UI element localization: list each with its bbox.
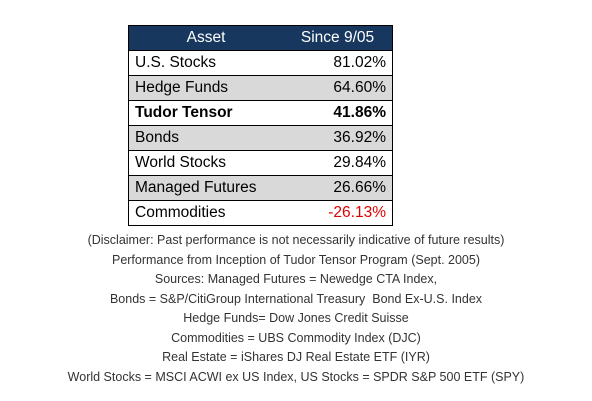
asset-cell: Tudor Tensor xyxy=(128,100,283,126)
table-body: U.S. Stocks 81.02% Hedge Funds 64.60% Tudor … xyxy=(128,50,393,226)
table-row: Managed Futures 26.66% xyxy=(128,175,393,201)
note-line: Performance from Inception of Tudor Tens… xyxy=(111,252,480,267)
header-cell: Asset xyxy=(128,25,283,51)
return-cell: -26.13% xyxy=(283,200,393,226)
table-row: World Stocks 29.84% xyxy=(128,150,393,176)
asset-cell: Managed Futures xyxy=(128,175,283,201)
return-cell: 36.92% xyxy=(283,125,393,151)
return-cell: 81.02% xyxy=(283,50,393,76)
asset-cell: World Stocks xyxy=(128,150,283,176)
table-row: Bonds 36.92% xyxy=(128,125,393,151)
note-line: Real Estate = iShares DJ Real Estate ETF… xyxy=(162,350,430,364)
table-row: Tudor Tensor 41.86% xyxy=(128,100,393,126)
return-cell: 41.86% xyxy=(283,100,393,126)
note-line: Sources: Managed Futures = Newedge CTA I… xyxy=(154,272,438,286)
note-line: (Disclaimer: Past performance is not nec… xyxy=(87,233,505,247)
header-cell: Since 9/05 xyxy=(283,25,393,51)
table-row: Commodities -26.13% xyxy=(128,200,393,226)
table-row: Hedge Funds 64.60% xyxy=(128,75,393,101)
notes: (Disclaimer: Past performance is not nec… xyxy=(0,231,592,387)
note-line: Hedge Funds= Dow Jones Credit Suisse xyxy=(183,311,409,325)
asset-cell: U.S. Stocks xyxy=(128,50,283,76)
asset-cell: Hedge Funds xyxy=(128,75,283,101)
header-row: Asset Since 9/05 xyxy=(128,25,393,51)
asset-cell: Bonds xyxy=(128,125,283,151)
performance-table: Asset Since 9/05 U.S. Stocks 81.02% Hedge … xyxy=(128,25,393,226)
return-cell: 64.60% xyxy=(283,75,393,101)
return-cell: 26.66% xyxy=(283,175,393,201)
return-cell: 29.84% xyxy=(283,150,393,176)
table-row: U.S. Stocks 81.02% xyxy=(128,50,393,76)
note-line: World Stocks = MSCI ACWI ex US Index, US… xyxy=(67,369,525,384)
note-line: Bonds = S&P/CitiGroup International Trea… xyxy=(109,291,483,306)
note-line: Commodities = UBS Commodity Index (DJC) xyxy=(171,330,421,345)
asset-cell: Commodities xyxy=(128,200,283,226)
